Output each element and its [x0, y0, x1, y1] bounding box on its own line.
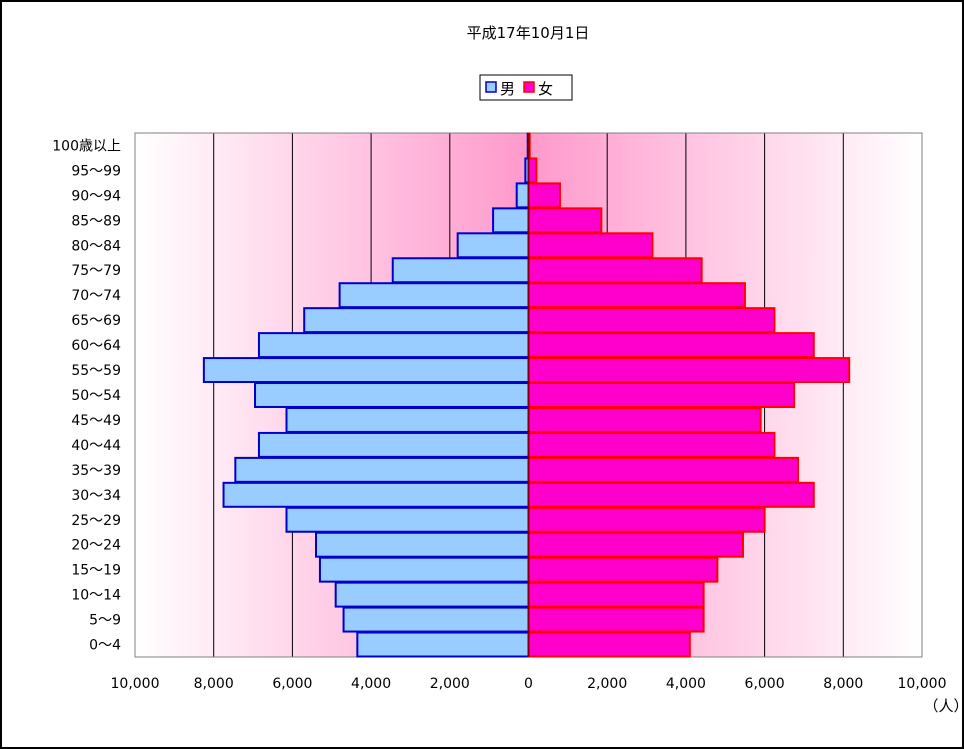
- chart-title: 平成17年10月1日: [467, 24, 590, 42]
- y-tick-label: 50～54: [71, 388, 121, 404]
- x-axis-labels: 10,000 8,000 6,000 4,000 2,000 0 2,000 4,000 6,0…: [111, 676, 947, 692]
- bar-female: [527, 332, 815, 359]
- y-tick-label: 80～84: [71, 238, 121, 254]
- legend: 男 女: [479, 74, 573, 101]
- bar-male: [492, 207, 530, 234]
- bar-female: [527, 581, 705, 608]
- bar-male: [318, 556, 530, 583]
- bar-male: [303, 307, 530, 334]
- legend-swatch-male: [485, 81, 497, 93]
- legend-swatch-female: [523, 81, 535, 93]
- bar-female: [527, 631, 691, 658]
- y-tick-label: 40～44: [71, 438, 121, 454]
- y-axis-labels: 0～4 5～9 10～14 15～19 20～24 25～29 30～34 35～39 40～4…: [52, 138, 121, 653]
- x-tick-label: 8,000: [823, 676, 863, 692]
- bar-male: [338, 282, 530, 309]
- bar-female: [527, 282, 746, 309]
- x-tick-label: 4,000: [666, 676, 706, 692]
- bar-female: [527, 207, 603, 234]
- bars: [202, 132, 851, 658]
- x-tick-label: 10,000: [111, 676, 160, 692]
- bar-male: [456, 232, 530, 259]
- bar-male: [515, 182, 530, 209]
- bar-female: [527, 307, 776, 334]
- x-tick-label: 0: [524, 676, 533, 692]
- y-tick-label: 30～34: [71, 488, 121, 504]
- x-tick-label: 6,000: [272, 676, 312, 692]
- bar-female: [527, 481, 815, 508]
- bar-female: [527, 556, 719, 583]
- bar-female: [527, 157, 538, 184]
- bar-male: [334, 581, 530, 608]
- bar-male: [257, 332, 530, 359]
- y-tick-label: 85～89: [71, 213, 121, 229]
- y-tick-label: 0～4: [89, 638, 121, 654]
- bar-male: [234, 456, 530, 483]
- bar-male: [285, 506, 530, 533]
- y-tick-label: 25～29: [71, 513, 121, 529]
- y-tick-label: 65～69: [71, 313, 121, 329]
- bar-female: [527, 456, 800, 483]
- bar-female: [527, 606, 705, 633]
- y-tick-label: 20～24: [71, 538, 121, 554]
- bar-male: [285, 406, 530, 433]
- x-tick-label: 2,000: [430, 676, 470, 692]
- y-tick-label: 15～19: [71, 563, 121, 579]
- y-tick-label: 70～74: [71, 288, 121, 304]
- bar-female: [527, 232, 654, 259]
- y-tick-label: 10～14: [71, 588, 121, 604]
- y-tick-label: 95～99: [71, 163, 121, 179]
- bar-male: [342, 606, 530, 633]
- bar-female: [527, 357, 851, 384]
- bar-female: [527, 182, 561, 209]
- y-tick-label: 5～9: [89, 613, 121, 629]
- bar-male: [202, 357, 530, 384]
- y-tick-label: 100歳以上: [52, 138, 121, 154]
- x-tick-label: 4,000: [351, 676, 391, 692]
- bar-female: [527, 506, 766, 533]
- x-tick-label: 6,000: [745, 676, 785, 692]
- bar-male: [254, 382, 530, 408]
- y-tick-label: 35～39: [71, 463, 121, 479]
- y-tick-label: 60～64: [71, 338, 121, 354]
- bar-female: [527, 531, 744, 558]
- bar-male: [257, 431, 530, 458]
- x-tick-label: 2,000: [587, 676, 627, 692]
- bar-female: [527, 257, 703, 284]
- legend-label-male: 男: [500, 80, 515, 98]
- y-tick-label: 55～59: [71, 363, 121, 379]
- y-tick-label: 90～94: [71, 188, 121, 204]
- legend-label-female: 女: [538, 80, 553, 98]
- x-tick-label: 8,000: [194, 676, 234, 692]
- unit-label: （人）: [923, 697, 962, 715]
- bar-male: [356, 631, 530, 658]
- x-tick-label: 10,000: [898, 676, 947, 692]
- bar-female: [527, 406, 762, 433]
- bar-male: [222, 481, 530, 508]
- bar-male: [391, 257, 530, 284]
- bar-female: [527, 382, 796, 408]
- bar-female: [527, 431, 776, 458]
- y-tick-label: 75～79: [71, 263, 121, 279]
- y-tick-label: 45～49: [71, 413, 121, 429]
- bar-male: [315, 531, 530, 558]
